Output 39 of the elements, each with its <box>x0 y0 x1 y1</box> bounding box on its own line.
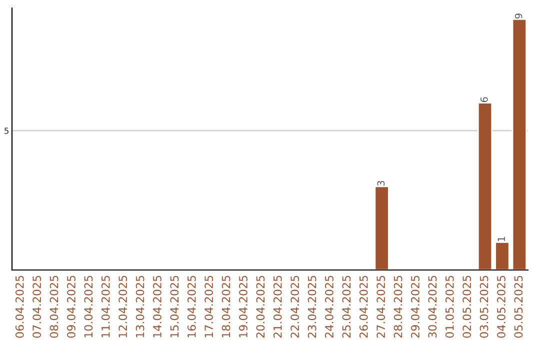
bar <box>494 241 510 270</box>
x-tick-label: 21.04.2025 <box>273 276 282 338</box>
x-tick-label: 19.04.2025 <box>239 276 248 338</box>
x-tick-label: 03.05.2025 <box>480 276 488 338</box>
x-tick-label: 25.04.2025 <box>342 276 351 338</box>
x-tick-label: 14.04.2025 <box>153 276 162 338</box>
x-tick-label: 24.04.2025 <box>325 276 334 338</box>
x-tick-label: 08.04.2025 <box>50 276 58 338</box>
x-tick-label: 18.04.2025 <box>222 276 230 338</box>
x-tick-label: 27.04.2025 <box>376 276 386 338</box>
bar <box>512 18 527 270</box>
y-tick-label: 5 <box>4 128 8 134</box>
x-tick-label: 06.04.2025 <box>15 276 24 338</box>
x-tick-label: 05.05.2025 <box>514 276 523 338</box>
x-tick-label: 28.04.2025 <box>394 276 402 338</box>
x-tick-label: 22.04.2025 <box>290 276 300 338</box>
bar <box>374 186 390 270</box>
x-tick-label: 30.04.2025 <box>428 276 437 338</box>
bar <box>477 102 493 270</box>
data-label: 9 <box>514 14 522 19</box>
x-tick-label: 17.04.2025 <box>204 276 214 338</box>
x-tick-label: 02.05.2025 <box>462 276 472 338</box>
x-tick-label: 10.04.2025 <box>84 276 93 338</box>
x-tick-label: 26.04.2025 <box>359 276 368 338</box>
x-tick-label: 12.04.2025 <box>118 276 128 338</box>
x-tick-label: 15.04.2025 <box>170 276 179 338</box>
data-label: 1 <box>498 236 505 242</box>
x-tick-label: 11.04.2025 <box>101 276 110 338</box>
data-label: 3 <box>377 180 385 186</box>
x-tick-label: 01.05.2025 <box>445 276 454 338</box>
x-tick-label: 13.04.2025 <box>136 276 144 338</box>
x-tick-label: 20.04.2025 <box>256 276 265 338</box>
x-tick-label: 04.05.2025 <box>497 276 506 338</box>
data-label: 6 <box>480 97 488 102</box>
x-tick-label: 29.04.2025 <box>411 276 420 338</box>
x-tick-label: 23.04.2025 <box>308 276 316 338</box>
x-tick-label: 16.04.2025 <box>187 276 196 338</box>
x-tick-label: 09.04.2025 <box>67 276 76 338</box>
x-tick-label: 07.04.2025 <box>32 276 42 338</box>
